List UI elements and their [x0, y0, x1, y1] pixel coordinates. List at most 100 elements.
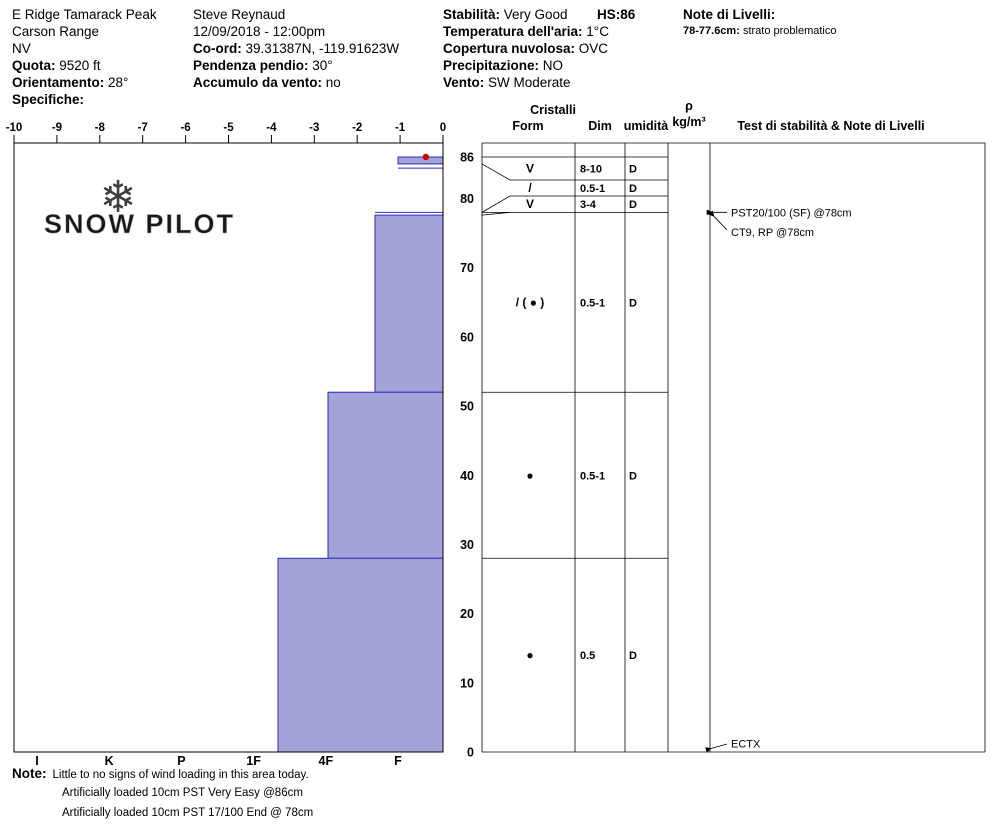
elevation-row: Quota: 9520 ft — [12, 57, 157, 74]
stability-value: Very Good — [503, 7, 568, 22]
layer-hardness-bar — [277, 557, 444, 753]
humidity-cell: D — [629, 199, 637, 211]
hardness-axis-label: 4F — [319, 754, 334, 768]
depth-axis-label: 80 — [460, 192, 474, 206]
dim-header: Dim — [588, 119, 612, 133]
layer-note-depth: 78-77.6cm: — [683, 25, 740, 37]
hardness-axis-label: I — [35, 754, 38, 768]
crystal-dim-cell: 3-4 — [580, 199, 597, 211]
crystal-dim-cell: 0.5-1 — [580, 470, 605, 482]
layer-notes-column: Note di Livelli: 78-77.6cm: strato probl… — [683, 6, 836, 40]
crystal-form-cell: V — [526, 197, 534, 211]
hardness-axis-label: P — [177, 754, 185, 768]
humidity-cell: D — [629, 164, 637, 176]
footer-extra-note: Artificially loaded 10cm PST 17/100 End … — [62, 807, 314, 819]
specifics-row: Specifiche: — [12, 91, 157, 108]
site-name: E Ridge Tamarack Peak — [12, 7, 157, 22]
form-header: Form — [512, 119, 543, 133]
layer-hardness-bar — [374, 214, 444, 393]
depth-axis-label: 70 — [460, 261, 474, 275]
temp-axis-label: -9 — [52, 122, 62, 134]
depth-axis-label: 60 — [460, 330, 474, 344]
conditions-column: Stabilità: Very Good Temperatura dell'ar… — [443, 6, 609, 91]
precip-value: NO — [542, 58, 564, 73]
coord-value: 39.31387N, -119.91623W — [245, 41, 400, 56]
layer-note-row: 78-77.6cm: strato problematico — [683, 23, 836, 40]
stability-test-label: ECTX — [731, 739, 761, 751]
site-state: NV — [12, 41, 31, 56]
crystal-dim-cell: 8-10 — [580, 164, 602, 176]
crystal-dim-cell: 0.5-1 — [580, 183, 605, 195]
depth-axis-label: 50 — [460, 400, 474, 414]
site-range: Carson Range — [12, 24, 100, 39]
stability-label: Stabilità: — [443, 7, 501, 22]
slope-row: Pendenza pendio: 30° — [193, 57, 399, 74]
temp-axis-label: -5 — [223, 122, 234, 134]
footer-note-text: Little to no signs of wind loading in th… — [52, 769, 309, 781]
crystal-form-cell: ● — [526, 648, 533, 662]
hardness-axis-label: 1F — [246, 754, 261, 768]
footer-note-row: Note: Little to no signs of wind loading … — [12, 766, 309, 781]
precip-row: Precipitazione: NO — [443, 57, 609, 74]
temp-axis-label: -8 — [95, 122, 106, 134]
row-fan-connector — [481, 195, 511, 213]
hardness-axis-label: K — [105, 754, 114, 768]
sky-cover-row: Copertura nuvolosa: OVC — [443, 40, 609, 57]
slope-label: Pendenza pendio: — [193, 58, 309, 73]
row-fan-connector — [481, 163, 511, 181]
crystal-form-cell: V — [526, 162, 534, 176]
observer-name: Steve Reynaud — [193, 7, 286, 22]
stability-test-label: PST20/100 (SF) @78cm — [731, 207, 852, 219]
temp-axis-label: -6 — [180, 122, 190, 134]
depth-axis-label: 0 — [467, 746, 474, 760]
wind-label: Vento: — [443, 75, 485, 90]
footer-extra-note: Artificially loaded 10cm PST Very Easy @… — [62, 787, 303, 799]
test-pointer-arrow — [708, 210, 728, 231]
aspect-value: 28° — [108, 75, 129, 90]
temp-axis-label: -2 — [352, 122, 362, 134]
elevation-value: 9520 ft — [59, 58, 101, 73]
temp-axis-label: -7 — [138, 122, 148, 134]
humidity-cell: D — [629, 297, 637, 309]
depth-axis-label: 86 — [460, 151, 474, 165]
temp-axis-label: 0 — [440, 122, 446, 134]
wind-value: SW Moderate — [488, 75, 571, 90]
layer-hardness-bar — [327, 391, 444, 559]
sky-cover-value: OVC — [578, 41, 609, 56]
crystals-header: Cristalli — [530, 103, 576, 117]
coord-label: Co-ord: — [193, 41, 242, 56]
air-temp-value: 1°C — [586, 24, 609, 39]
humidity-cell: D — [629, 183, 637, 195]
humidity-cell: D — [629, 470, 637, 482]
air-temp-row: Temperatura dell'aria: 1°C — [443, 23, 609, 40]
layer-notes-title: Note di Livelli: — [683, 7, 776, 22]
depth-axis-label: 30 — [460, 538, 474, 552]
density-unit-header: kg/m³ — [672, 115, 705, 129]
hardness-axis-label: F — [394, 754, 402, 768]
hs-block: HS:86 — [597, 6, 635, 23]
site-info-column: E Ridge Tamarack Peak Carson Range NV Qu… — [12, 6, 157, 108]
footer-note-label: Note: — [12, 766, 47, 781]
precip-label: Precipitazione: — [443, 58, 540, 73]
depth-axis-label: 40 — [460, 469, 474, 483]
temp-axis-label: -10 — [6, 122, 23, 134]
humidity-cell: D — [629, 650, 637, 662]
row-fan-connector — [481, 211, 511, 216]
temp-axis-label: -4 — [266, 122, 277, 134]
humidity-header: umidità — [624, 119, 668, 133]
coord-row: Co-ord: 39.31387N, -119.91623W — [193, 40, 399, 57]
crystal-form-cell: ● — [526, 468, 533, 482]
depth-axis-label: 10 — [460, 676, 474, 690]
temp-axis-label: -1 — [395, 122, 406, 134]
hs-value: 86 — [620, 7, 636, 22]
wind-row: Vento: SW Moderate — [443, 74, 609, 91]
wind-loading-label: Accumulo da vento: — [193, 75, 323, 90]
stability-test-label: CT9, RP @78cm — [731, 227, 814, 239]
surface-temp-point — [422, 153, 430, 161]
aspect-row: Orientamento: 28° — [12, 74, 157, 91]
aspect-label: Orientamento: — [12, 75, 105, 90]
density-symbol-header: ρ — [685, 99, 693, 113]
layer-note-text: strato problematico — [742, 25, 837, 37]
